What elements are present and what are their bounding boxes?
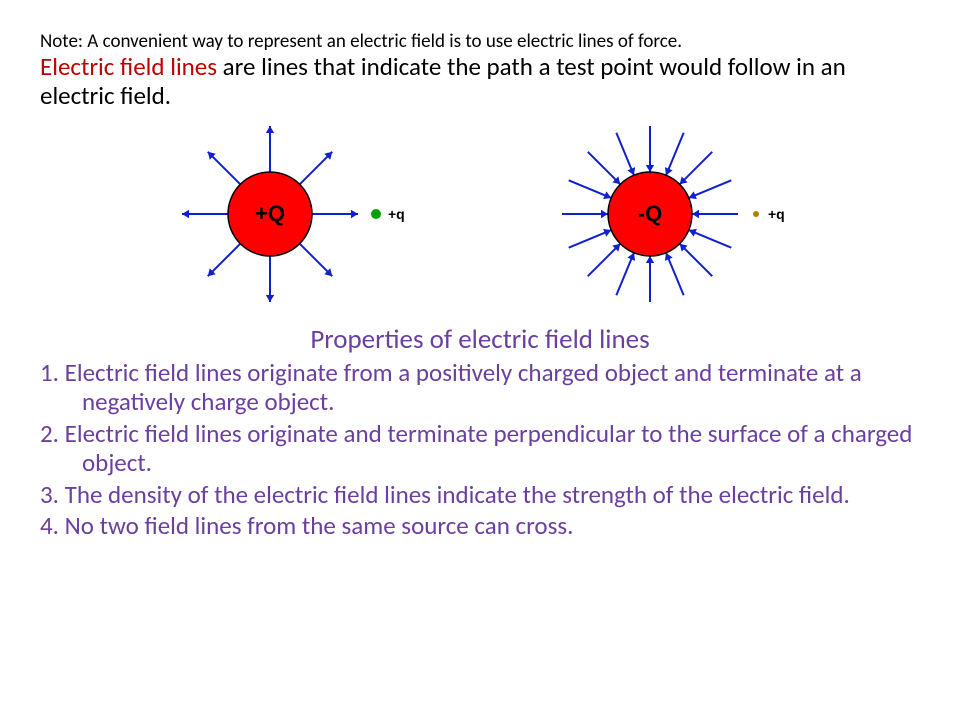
diagram-row: +Q +q -Q +q: [40, 119, 920, 309]
negative-charge-diagram: -Q +q: [550, 119, 790, 309]
intro-text: Electric field lines are lines that indi…: [40, 53, 920, 111]
note-text: Note: A convenient way to represent an e…: [40, 30, 920, 53]
property-3: 3. The density of the electric field lin…: [40, 480, 920, 510]
property-4: 4. No two field lines from the same sour…: [40, 511, 920, 541]
svg-text:+Q: +Q: [255, 201, 285, 226]
positive-charge-diagram: +Q +q: [170, 119, 410, 309]
intro-red: Electric field lines: [40, 51, 217, 82]
property-2: 2. Electric field lines originate and te…: [40, 419, 920, 478]
svg-text:-Q: -Q: [638, 201, 662, 226]
properties-header: Properties of electric field lines: [40, 323, 920, 356]
svg-text:+q: +q: [768, 206, 785, 222]
property-1: 1. Electric field lines originate from a…: [40, 358, 920, 417]
svg-text:+q: +q: [388, 206, 405, 222]
